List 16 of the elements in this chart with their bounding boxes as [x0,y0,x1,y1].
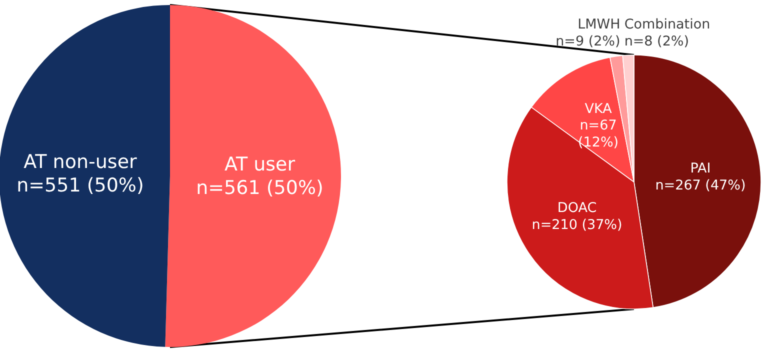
slice-label: AT non-user [24,151,138,174]
data-label: n=67 (12%) [578,117,619,150]
slice-label: Combination [624,16,710,32]
data-label: n=561 (50%) [196,177,324,200]
data-label: n=551 (50%) [16,174,144,197]
slice-label: AT user [224,154,296,176]
slice-label: VKA [584,100,613,117]
data-label: n=9 (2%) [556,33,620,50]
slice-label: DOAC [557,200,597,216]
data-label: n=210 (37%) [532,216,622,233]
data-label: n=8 (2%) [624,33,690,50]
data-label: n=267 (47%) [655,177,746,194]
slice-label: PAI [690,160,711,176]
pie-slice [0,5,170,347]
pie-slice [165,5,341,347]
slice-label: LMWH [578,16,620,32]
